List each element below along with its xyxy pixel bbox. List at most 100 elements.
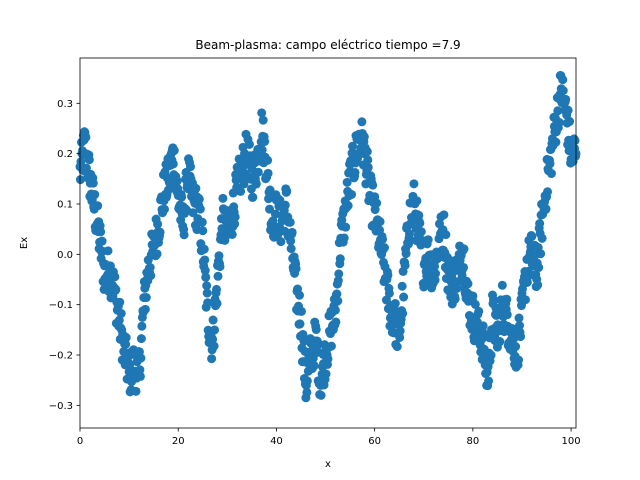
scatter-point [395,326,405,336]
scatter-point [195,204,205,214]
scatter-point [372,198,382,208]
scatter-point [263,168,273,178]
scatter-point [390,299,400,309]
scatter-point [177,192,187,202]
scatter-point [155,227,165,237]
scatter-point [145,263,155,273]
chart-title: Beam-plasma: campo eléctrico tiempo =7.9 [195,38,460,52]
scatter-point [251,179,261,189]
y-tick-label: 0.3 [57,99,73,110]
y-axis-ticks: −0.3 −0.2 −0.1 0.0 0.1 0.2 0.3 [49,99,80,412]
scatter-point [131,386,141,396]
scatter-point [484,376,494,386]
scatter-point [565,116,575,126]
scatter-point [333,276,343,286]
scatter-point [121,339,131,349]
scatter-point [115,297,125,307]
scatter-point [347,189,357,199]
x-axis-label: x [325,459,331,470]
scatter-point [75,175,85,185]
scatter-point [136,334,146,344]
scatter-point [212,284,222,294]
scatter-point [553,106,563,116]
scatter-point [218,193,228,203]
scatter-point [399,292,409,302]
scatter-point [263,155,273,165]
scatter-point [323,354,333,364]
scatter-point [191,183,201,193]
scatter-point [309,361,319,371]
y-tick-label: 0.0 [57,250,73,261]
scatter-point [543,187,553,197]
scatter-point [342,177,352,187]
scatter-point [459,262,469,272]
scatter-point [331,317,341,327]
scatter-point [286,244,296,254]
scatter-point [121,333,131,343]
y-axis-label: Ex [19,237,30,249]
plot-frame [79,57,577,429]
scatter-point [213,271,223,281]
scatter-point [502,294,512,304]
scatter-point [210,325,220,335]
scatter-point [326,341,336,351]
scatter-point [368,180,378,190]
scatter-point [295,290,305,300]
scatter-point [334,269,344,279]
scatter-point [280,200,290,210]
scatter-point [341,222,351,232]
scatter-point [463,279,473,289]
scatter-point [522,277,532,287]
scatter-point [415,218,425,228]
scatter-point [136,353,146,363]
scatter-point [257,108,267,118]
scatter-point [153,219,163,229]
scatter-point [514,313,524,323]
scatter-point [230,212,240,222]
x-tick-label: 100 [562,436,581,447]
scatter-point [230,219,240,229]
scatter-point [209,341,219,351]
scatter-point [412,196,422,206]
scatter-point [570,136,580,146]
scatter-point [343,201,353,211]
scatter-point [93,201,103,211]
scatter-point [423,235,433,245]
scatter-point [172,176,182,186]
y-tick-label: 0.2 [57,149,73,160]
scatter-point [363,155,373,165]
scatter-point [537,233,547,243]
scatter-point [200,266,210,276]
scatter-point [295,319,305,329]
scatter-point [430,261,440,271]
scatter-point [561,94,571,104]
scatter-point [110,272,120,282]
scatter-point [291,264,301,274]
scatter-point [541,204,551,214]
scatter-point [311,325,321,335]
scatter-point [227,229,237,239]
scatter-point [516,332,526,342]
scatter-point [316,390,326,400]
scatter-point [200,255,210,265]
scatter-point [468,291,478,301]
scatter-point [478,321,488,331]
scatter-point [202,281,212,291]
scatter-point [239,179,249,189]
scatter-point [265,204,275,214]
scatter-point [509,334,519,344]
scatter-point [282,186,292,196]
scatter-point [81,132,91,142]
scatter-point [511,342,521,352]
scatter-point [474,306,484,316]
scatter-point [405,229,415,239]
scatter-point [116,308,126,318]
y-tick-label: −0.1 [49,300,73,311]
scatter-point [260,137,270,146]
scatter-point [551,137,561,147]
scatter-point [375,217,385,227]
scatter-point [392,342,402,352]
scatter-point [199,244,209,254]
scatter-point [378,234,388,244]
scatter-point [332,289,342,299]
